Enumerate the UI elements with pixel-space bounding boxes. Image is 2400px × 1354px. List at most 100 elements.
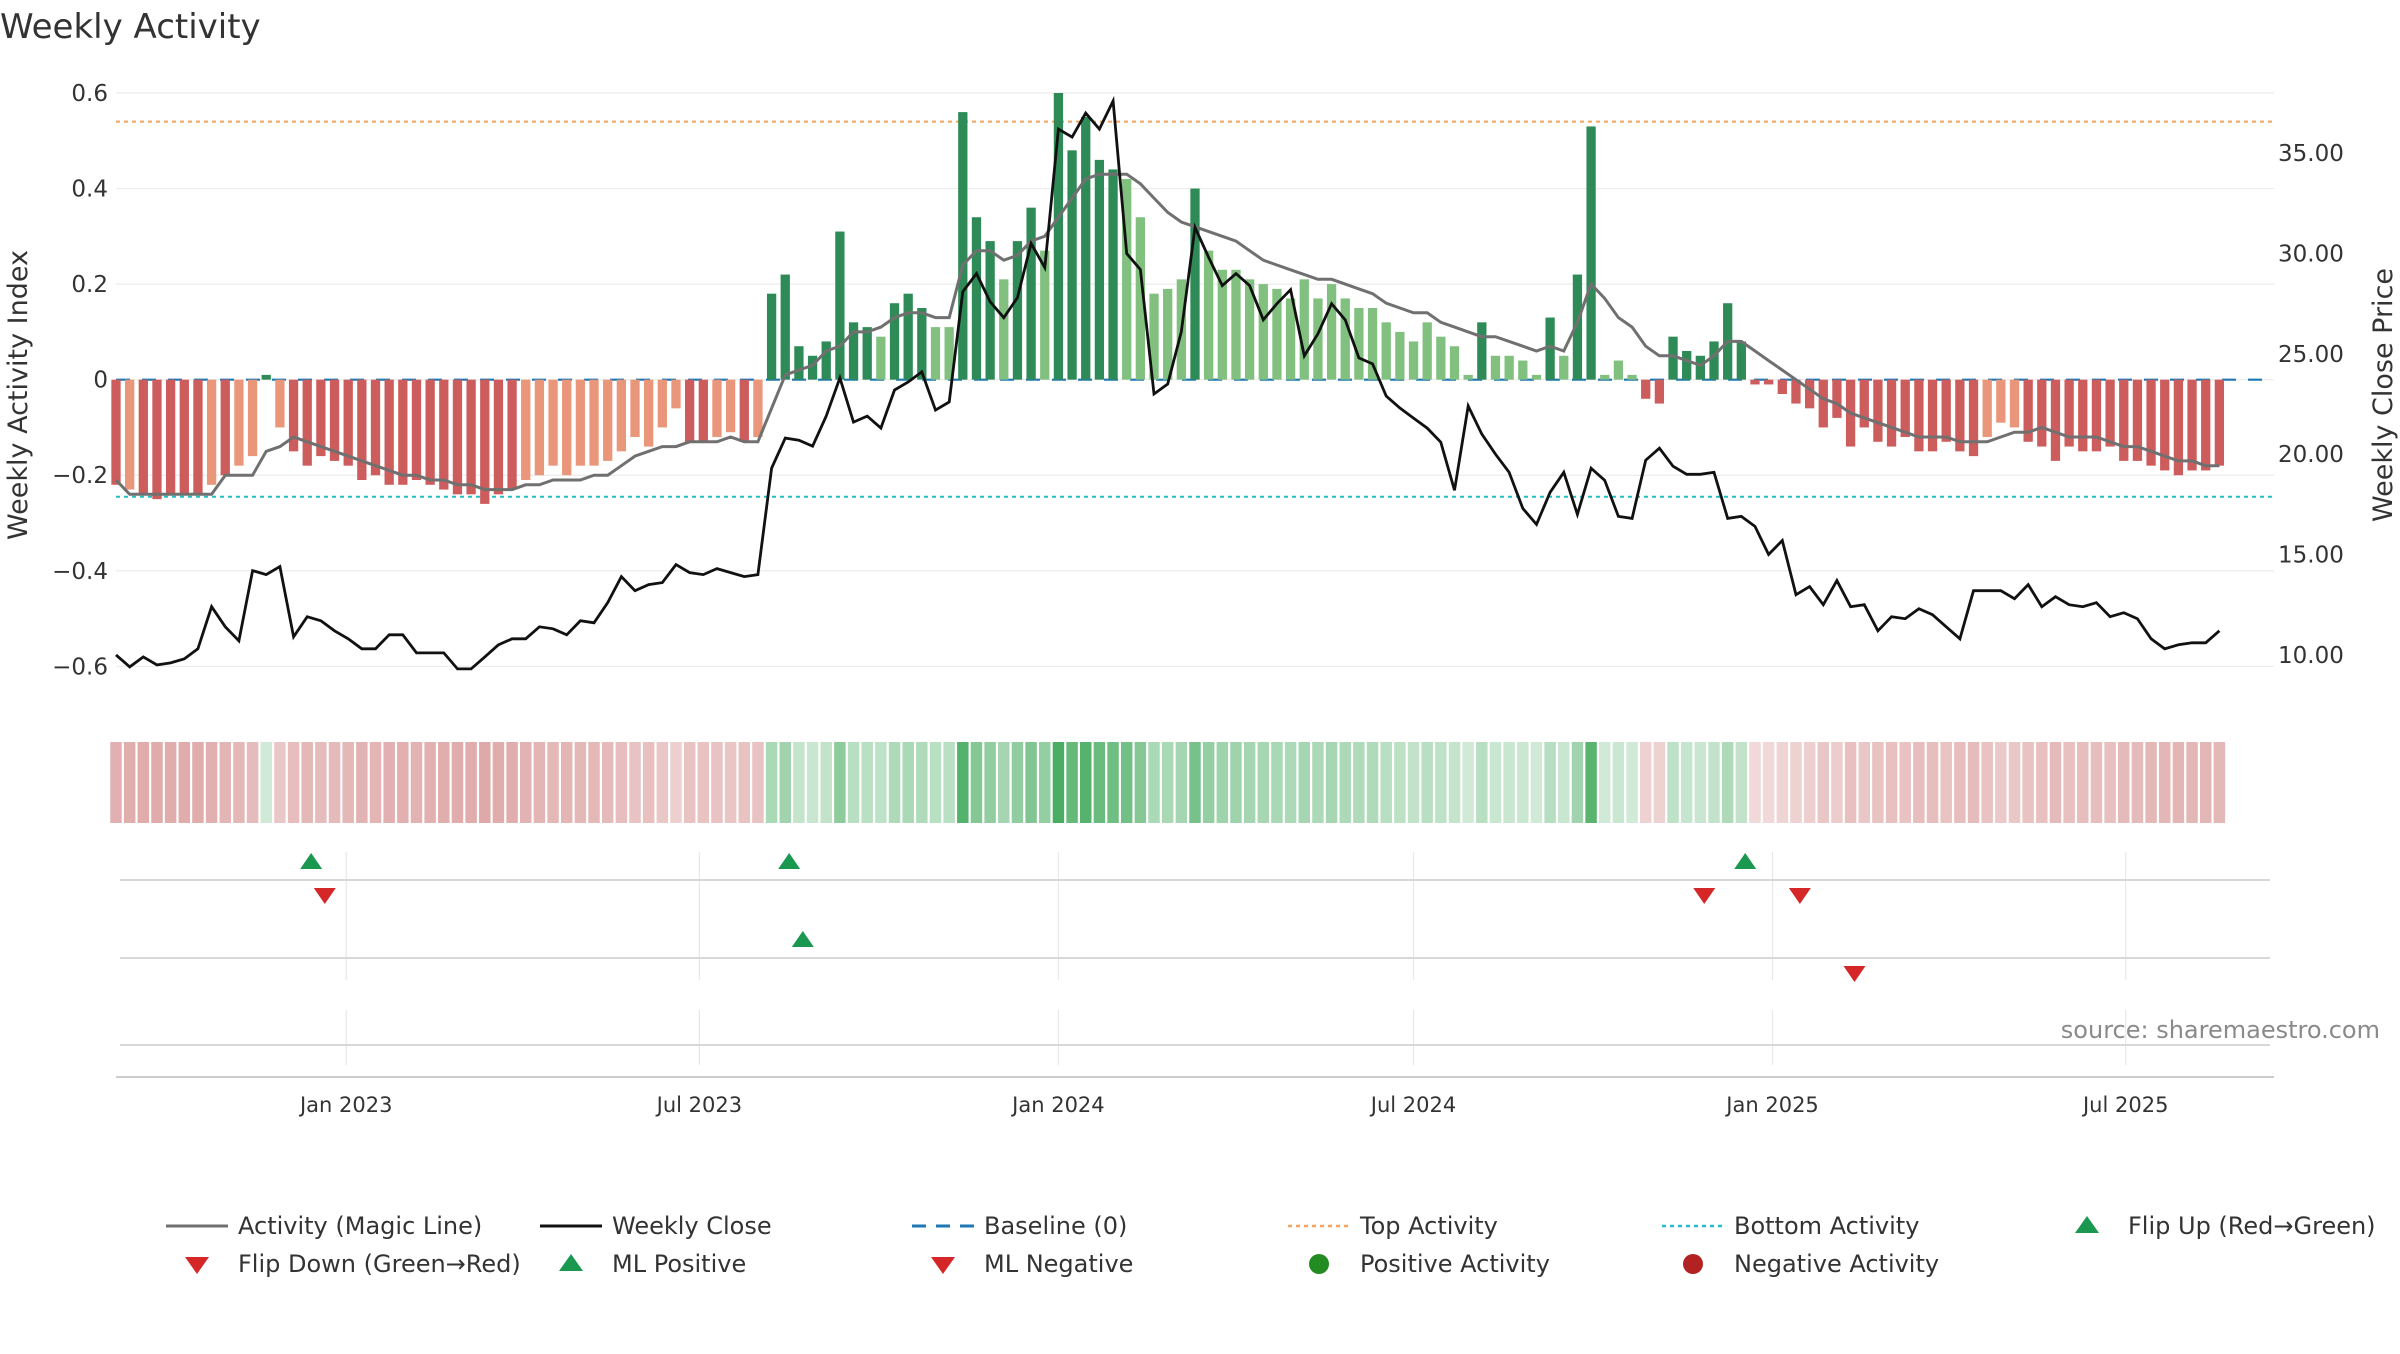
heat-strip-cell bbox=[1653, 742, 1666, 823]
heat-strip-cell bbox=[1435, 742, 1447, 823]
x-tick-label: Jan 2023 bbox=[298, 1093, 393, 1117]
activity-bar bbox=[275, 379, 285, 428]
heat-strip-cell bbox=[916, 742, 928, 823]
activity-bar bbox=[1053, 93, 1064, 380]
y2-tick-label: 20.00 bbox=[2278, 442, 2344, 468]
heat-strip-cell bbox=[1025, 742, 1037, 823]
activity-bar bbox=[903, 293, 913, 380]
activity-bar bbox=[753, 379, 763, 437]
activity-bar bbox=[562, 379, 572, 476]
activity-bar bbox=[1559, 355, 1569, 380]
heat-strip-cell bbox=[724, 742, 737, 823]
activity-bar bbox=[1067, 150, 1077, 380]
heat-strip-cell bbox=[1694, 742, 1707, 823]
activity-bar bbox=[862, 327, 872, 380]
activity-bar bbox=[766, 293, 777, 380]
legend-swatch-dot-red bbox=[1683, 1254, 1703, 1274]
heat-strip-cell bbox=[1585, 742, 1597, 823]
heat-strip-cell bbox=[1817, 742, 1830, 823]
heat-strip-cell bbox=[1312, 742, 1324, 823]
activity-bar bbox=[1695, 355, 1705, 380]
flip-down-marker bbox=[1693, 888, 1716, 904]
heat-strip-cell bbox=[738, 742, 751, 823]
heat-strip-cell bbox=[533, 742, 546, 823]
heat-strip-cell bbox=[1844, 742, 1857, 823]
heat-strip-cell bbox=[1558, 742, 1570, 823]
legend-label: Positive Activity bbox=[1360, 1250, 1550, 1278]
y2-tick-label: 30.00 bbox=[2278, 242, 2344, 268]
heat-strip-cell bbox=[492, 742, 505, 823]
heat-strip-cell bbox=[1421, 742, 1433, 823]
heat-strip-cell bbox=[506, 742, 518, 823]
heat-strip-cell bbox=[410, 742, 423, 823]
activity-heat-strip bbox=[110, 742, 2226, 823]
activity-bar bbox=[1750, 379, 1760, 385]
heat-strip-cell bbox=[1667, 742, 1679, 823]
activity-bar bbox=[1231, 269, 1241, 380]
heat-strip-cell bbox=[2036, 742, 2048, 823]
activity-bar bbox=[958, 112, 968, 380]
y2-tick-label: 10.00 bbox=[2278, 643, 2344, 669]
heat-strip-cell bbox=[1011, 742, 1024, 823]
activity-bar bbox=[657, 379, 667, 428]
activity-bar bbox=[1641, 379, 1651, 399]
heat-strip-cell bbox=[793, 742, 805, 823]
activity-bar bbox=[206, 379, 217, 485]
heat-strip-cell bbox=[1202, 742, 1215, 823]
heat-strip-cell bbox=[369, 742, 382, 823]
heat-strip-cell bbox=[697, 742, 710, 823]
y2-axis-label: Weekly Close Price bbox=[2368, 268, 2399, 522]
heat-strip-cell bbox=[1134, 742, 1147, 823]
heat-strip-cell bbox=[1517, 742, 1529, 823]
heat-strip-cell bbox=[520, 742, 532, 823]
series-lines bbox=[114, 95, 2221, 671]
legend-label: Flip Down (Green→Red) bbox=[238, 1250, 521, 1278]
magic-line bbox=[114, 172, 2220, 496]
heat-strip-cell bbox=[2008, 742, 2021, 823]
activity-bar bbox=[480, 379, 490, 504]
activity-bar bbox=[370, 379, 381, 476]
heat-strip-cell bbox=[2077, 742, 2089, 823]
heat-strip-cell bbox=[151, 742, 163, 823]
activity-bar bbox=[698, 379, 708, 442]
activity-bar bbox=[316, 379, 326, 457]
heat-strip-cell bbox=[1776, 742, 1789, 823]
heat-strip-cell bbox=[574, 742, 587, 823]
activity-bar bbox=[1354, 308, 1364, 380]
heat-strip-cell bbox=[970, 742, 983, 823]
heat-strip-cell bbox=[683, 742, 696, 823]
weekly-close-line bbox=[115, 95, 2221, 671]
activity-bar bbox=[2105, 379, 2115, 447]
activity-bar bbox=[329, 379, 340, 461]
heat-strip-cell bbox=[1271, 742, 1283, 823]
heat-strip-cell bbox=[888, 742, 901, 823]
heat-strip-cell bbox=[1995, 742, 2007, 823]
heat-strip-cell bbox=[1599, 742, 1611, 823]
activity-bar bbox=[944, 327, 954, 380]
activity-bar bbox=[302, 379, 312, 466]
heat-strip-cell bbox=[1926, 742, 1939, 823]
activity-bar bbox=[1204, 250, 1214, 380]
flip-down-marker bbox=[313, 888, 336, 904]
activity-bar bbox=[739, 379, 749, 442]
heat-strip-cell bbox=[1749, 742, 1761, 823]
legend-swatch-triangle-down bbox=[931, 1257, 955, 1274]
activity-bar bbox=[152, 379, 162, 500]
heat-strip-cell bbox=[2199, 742, 2212, 823]
heat-strip-cell bbox=[656, 742, 669, 823]
heat-strip-cell bbox=[1803, 742, 1816, 823]
heat-strip-cell bbox=[110, 742, 122, 823]
activity-bar bbox=[1272, 288, 1282, 380]
heat-strip-cell bbox=[356, 742, 368, 823]
activity-bar bbox=[630, 379, 640, 437]
heat-strip-cell bbox=[1093, 742, 1106, 823]
activity-bar bbox=[575, 379, 586, 466]
heat-strip-cell bbox=[287, 742, 300, 823]
legend-label: ML Positive bbox=[612, 1250, 746, 1278]
activity-bar bbox=[971, 217, 982, 380]
activity-bar bbox=[2160, 379, 2170, 471]
chart-title: Weekly Activity bbox=[0, 7, 261, 47]
heat-strip-cell bbox=[1380, 742, 1392, 823]
heat-strip-cell bbox=[1940, 742, 1952, 823]
heat-strip-cell bbox=[479, 742, 491, 823]
